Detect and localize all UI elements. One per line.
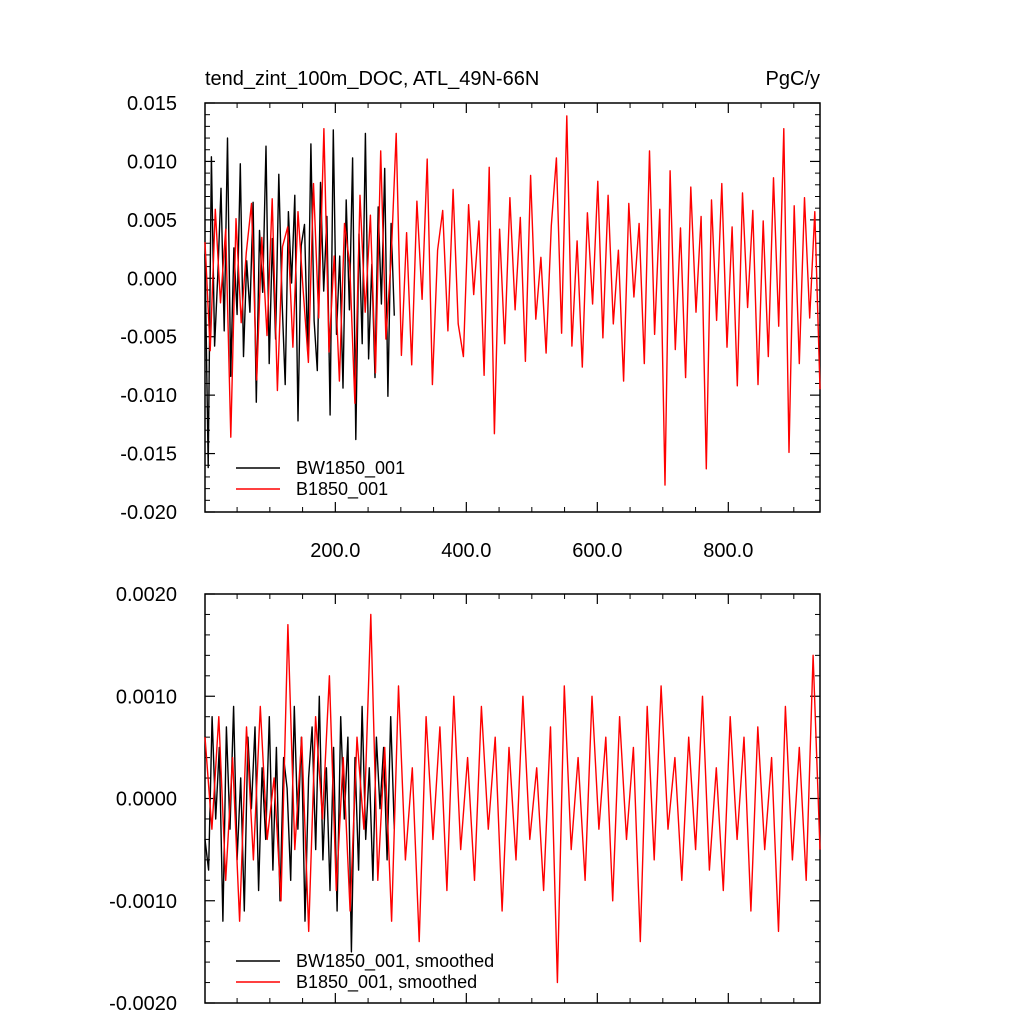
bottom-series-line-b1850-001-smoothed: [204, 613, 821, 984]
bottom-y-axis: -0.0020 -0.0010 0.0000 0.0010 0.0020: [109, 584, 820, 1015]
top-y-tick-label: -0.005: [120, 327, 177, 349]
top-y-tick-label: 0.005: [127, 210, 177, 232]
top-x-tick-label: 800.0: [703, 540, 753, 562]
bottom-legend: BW1850_001, smoothed B1850_001, smoothed: [236, 951, 494, 993]
top-legend-label-bw1850: BW1850_001: [296, 458, 405, 479]
top-x-tick-label: 400.0: [441, 540, 491, 562]
bottom-y-tick-label: -0.0010: [109, 891, 177, 913]
bottom-panel: -0.0020 -0.0010 0.0000 0.0010 0.0020 BW1850_…: [109, 584, 821, 1015]
top-y-tick-label: 0.015: [127, 93, 177, 115]
top-series-group: [204, 115, 821, 486]
top-y-axis: -0.020 -0.015 -0.010 -0.005 0.000 0.005 0.010 0…: [120, 93, 820, 524]
bottom-x-axis: [236, 594, 795, 1003]
top-y-tick-label: -0.010: [120, 385, 177, 407]
top-panel: tend_zint_100m_DOC, ATL_49N-66N PgC/y -0…: [120, 68, 821, 562]
bottom-legend-label-bw1850: BW1850_001, smoothed: [296, 951, 494, 972]
top-series-line-bw1850-001: [204, 129, 395, 469]
bottom-series-line-bw1850-001-smoothed: [204, 695, 395, 953]
bottom-y-tick-label: 0.0010: [116, 686, 177, 708]
top-legend-label-b1850: B1850_001: [296, 479, 388, 500]
top-x-tick-label: 600.0: [572, 540, 622, 562]
bottom-y-tick-label: 0.0020: [116, 584, 177, 606]
bottom-series-group: [204, 613, 821, 984]
bottom-y-tick-label: 0.0000: [116, 789, 177, 811]
top-chart-title: tend_zint_100m_DOC, ATL_49N-66N: [205, 68, 539, 90]
top-y-tick-label: -0.020: [120, 502, 177, 524]
bottom-y-tick-label: -0.0020: [109, 993, 177, 1015]
top-legend: BW1850_001 B1850_001: [236, 458, 405, 500]
top-y-tick-label: -0.015: [120, 444, 177, 466]
top-x-tick-label: 200.0: [310, 540, 360, 562]
top-chart-units: PgC/y: [766, 68, 820, 90]
top-plot-frame: [204, 102, 821, 513]
top-y-tick-label: 0.000: [127, 268, 177, 290]
bottom-legend-label-b1850: B1850_001, smoothed: [296, 972, 477, 993]
top-series-line-b1850-001: [204, 115, 821, 486]
top-x-axis: 200.0 400.0 600.0 800.0: [236, 103, 795, 562]
top-y-tick-label: 0.010: [127, 151, 177, 173]
